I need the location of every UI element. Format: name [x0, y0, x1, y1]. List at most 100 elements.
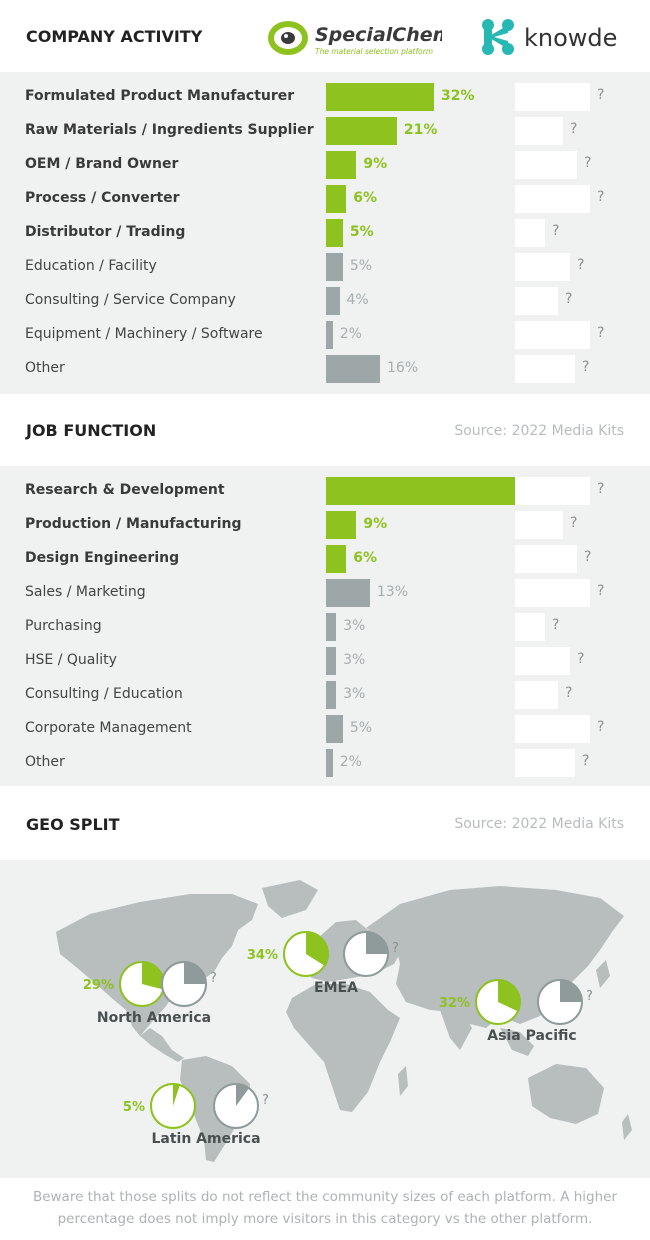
specialchem-bar — [326, 715, 343, 743]
knowde-pie-slice — [184, 962, 206, 984]
map-madagascar — [398, 1066, 408, 1096]
category-label: Equipment / Machinery / Software — [25, 326, 263, 342]
geo-pie-charts: 29% ? North America 34% ? EMEA 32% ? Asia Pacifi… — [83, 931, 593, 1147]
category-label: Other — [25, 754, 65, 770]
knowde-logo-mark — [482, 19, 514, 55]
specialchem-logo: SpecialChem The material selection platf… — [268, 21, 442, 56]
world-map — [56, 880, 632, 1162]
knowde-unknown-value: ? — [597, 719, 605, 735]
region-label: EMEA — [314, 980, 358, 996]
chart-row: OEM / Brand Owner 9%? — [0, 150, 650, 180]
specialchem-value-label: 2% — [339, 326, 362, 342]
specialchem-logo-name: SpecialChem — [315, 24, 442, 46]
geo-split-title: GEO SPLIT — [26, 815, 120, 834]
knowde-bar-placeholder — [515, 511, 563, 539]
footnote-line-2: percentage does not imply more visitors … — [57, 1211, 593, 1227]
knowde-unknown-value: ? — [570, 121, 578, 137]
category-label: Education / Facility — [25, 258, 157, 274]
map-india — [440, 1010, 472, 1050]
knowde-bar-placeholder — [515, 749, 575, 777]
geo-split-map-panel: 29%? North America 34%? EMEA 32%? Asia Pacifi… — [0, 860, 650, 1178]
chart-row: Formulated Product Manufacturer 32%? — [0, 82, 650, 112]
specialchem-bar — [326, 545, 347, 573]
knowde-bar-placeholder — [515, 321, 590, 349]
knowde-bar-placeholder — [515, 151, 577, 179]
specialchem-pie-label: 34% — [247, 948, 278, 963]
map-greenland — [262, 880, 318, 918]
knowde-unknown-value: ? — [597, 87, 605, 103]
knowde-pie-unknown: ? — [586, 989, 593, 1004]
category-label: Consulting / Service Company — [25, 292, 236, 308]
specialchem-value-label: 5% — [349, 224, 374, 240]
chart-row: Consulting / Education 3%? — [0, 680, 650, 710]
specialchem-bar — [326, 511, 357, 539]
knowde-bar-placeholder — [515, 579, 590, 607]
category-label: Raw Materials / Ingredients Supplier — [25, 122, 314, 138]
chart-row: Sales / Marketing 13%? — [0, 578, 650, 608]
specialchem-bar — [326, 185, 347, 213]
specialchem-bar — [326, 355, 380, 383]
knowde-unknown-value: ? — [597, 481, 605, 497]
knowde-bar-placeholder — [515, 715, 590, 743]
specialchem-value-label: 4% — [346, 292, 369, 308]
category-label: Process / Converter — [25, 190, 180, 206]
specialchem-value-label: 32% — [441, 88, 475, 104]
knowde-pie-unknown: ? — [262, 1093, 269, 1108]
knowde-pie-unknown: ? — [392, 941, 399, 956]
specialchem-pie-slice — [498, 980, 521, 1012]
specialchem-bar — [326, 477, 515, 505]
knowde-pie-unknown: ? — [210, 971, 217, 986]
specialchem-bar — [326, 253, 343, 281]
specialchem-value-label: 6% — [353, 190, 378, 206]
knowde-unknown-value: ? — [565, 291, 573, 307]
map-southeast-asia — [500, 1028, 534, 1056]
job-function-title: JOB FUNCTION — [26, 421, 157, 440]
chart-row: Education / Facility 5%? — [0, 252, 650, 282]
knowde-bar-placeholder — [515, 117, 563, 145]
map-north-america — [56, 894, 258, 1036]
world-map-landmass — [56, 880, 632, 1162]
specialchem-value-label: 13% — [376, 584, 408, 600]
chart-row: Production / Manufacturing 9%? — [0, 510, 650, 540]
knowde-unknown-value: ? — [577, 257, 585, 273]
category-label: OEM / Brand Owner — [25, 156, 179, 172]
category-label: Consulting / Education — [25, 686, 183, 702]
map-japan — [596, 960, 610, 988]
region-label: North America — [97, 1010, 211, 1026]
knowde-logo-name: knowde — [524, 24, 617, 52]
specialchem-value-label: 9% — [363, 156, 388, 172]
chart-row: Other 16%? — [0, 354, 650, 384]
specialchem-value-label: 3% — [343, 652, 366, 668]
knowde-unknown-value: ? — [597, 583, 605, 599]
knowde-unknown-value: ? — [597, 189, 605, 205]
specialchem-bar — [326, 321, 333, 349]
category-label: Distributor / Trading — [25, 224, 186, 240]
specialchem-value-label: 16% — [387, 360, 419, 376]
category-label: Corporate Management — [25, 720, 192, 736]
specialchem-pie-label: 5% — [123, 1100, 145, 1115]
specialchem-value-label: 6% — [353, 550, 378, 566]
knowde-bar-placeholder — [515, 681, 558, 709]
specialchem-value-label: 5% — [349, 720, 373, 736]
specialchem-pie-label: 29% — [83, 978, 114, 993]
category-label: Other — [25, 360, 65, 376]
specialchem-bar — [326, 681, 337, 709]
knowde-bar-placeholder — [515, 477, 590, 505]
specialchem-bar — [326, 579, 370, 607]
category-label: Sales / Marketing — [25, 584, 146, 600]
knowde-pie-slice — [236, 1084, 249, 1106]
job-function-source: Source: 2022 Media Kits — [454, 423, 624, 439]
knowde-bar-placeholder — [515, 613, 545, 641]
map-central-america — [140, 1028, 184, 1062]
knowde-unknown-value: ? — [597, 325, 605, 341]
chart-row: Other 2%? — [0, 748, 650, 778]
category-label: HSE / Quality — [25, 652, 117, 668]
knowde-bar-placeholder — [515, 287, 558, 315]
geo-split-source: Source: 2022 Media Kits — [454, 816, 624, 832]
knowde-unknown-value: ? — [552, 617, 560, 633]
specialchem-bar — [326, 219, 343, 247]
specialchem-bar — [326, 151, 357, 179]
knowde-unknown-value: ? — [577, 651, 585, 667]
specialchem-bar — [326, 117, 397, 145]
specialchem-logo-eye — [281, 32, 295, 44]
